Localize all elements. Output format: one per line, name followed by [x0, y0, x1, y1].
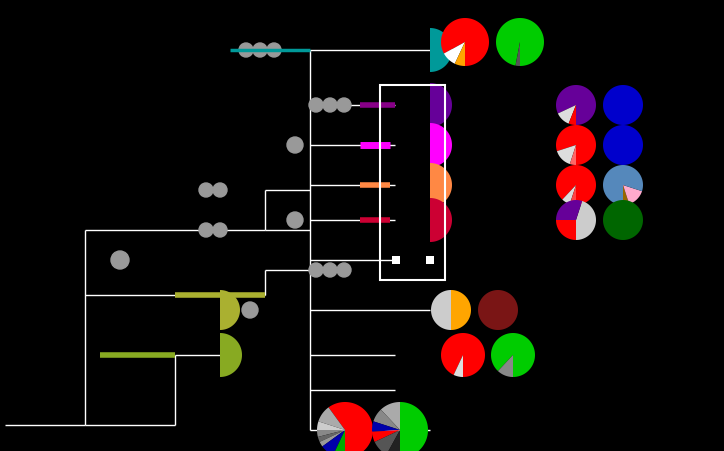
Polygon shape	[322, 430, 345, 451]
Polygon shape	[576, 201, 596, 240]
Polygon shape	[430, 123, 452, 167]
Polygon shape	[455, 42, 465, 66]
Polygon shape	[317, 421, 345, 430]
Polygon shape	[623, 185, 642, 204]
Polygon shape	[556, 200, 582, 220]
Polygon shape	[454, 355, 463, 377]
Circle shape	[213, 223, 227, 237]
Polygon shape	[317, 430, 345, 437]
Polygon shape	[444, 42, 465, 64]
Polygon shape	[441, 333, 485, 377]
Polygon shape	[558, 105, 576, 124]
Circle shape	[242, 302, 258, 318]
Circle shape	[337, 98, 351, 112]
Polygon shape	[374, 410, 400, 430]
Bar	[392, 256, 400, 264]
Polygon shape	[556, 165, 596, 205]
Polygon shape	[491, 333, 535, 377]
Circle shape	[213, 183, 227, 197]
Polygon shape	[329, 402, 373, 451]
Polygon shape	[333, 430, 345, 451]
Polygon shape	[603, 85, 643, 125]
Polygon shape	[430, 28, 452, 72]
Polygon shape	[570, 145, 576, 165]
Bar	[426, 256, 434, 264]
Polygon shape	[320, 430, 345, 446]
Polygon shape	[430, 198, 452, 242]
Circle shape	[253, 43, 267, 57]
Polygon shape	[570, 185, 576, 205]
Circle shape	[323, 263, 337, 277]
Circle shape	[287, 137, 303, 153]
Polygon shape	[374, 430, 400, 451]
Polygon shape	[603, 165, 643, 205]
Polygon shape	[603, 200, 643, 240]
Polygon shape	[568, 105, 576, 125]
Polygon shape	[556, 220, 576, 240]
Polygon shape	[318, 430, 345, 442]
Polygon shape	[387, 430, 400, 451]
Circle shape	[239, 43, 253, 57]
Polygon shape	[430, 163, 452, 207]
Polygon shape	[220, 333, 242, 377]
Polygon shape	[563, 185, 576, 204]
Polygon shape	[557, 145, 576, 164]
Polygon shape	[478, 290, 518, 330]
Polygon shape	[430, 83, 452, 127]
Polygon shape	[496, 18, 544, 66]
Polygon shape	[381, 402, 400, 430]
Circle shape	[309, 98, 323, 112]
Circle shape	[309, 263, 323, 277]
Polygon shape	[603, 125, 643, 165]
Polygon shape	[372, 430, 400, 442]
Polygon shape	[623, 185, 629, 205]
Polygon shape	[400, 402, 428, 451]
Circle shape	[337, 263, 351, 277]
Polygon shape	[451, 290, 471, 330]
Polygon shape	[441, 18, 489, 66]
Polygon shape	[319, 407, 345, 430]
Polygon shape	[556, 85, 596, 125]
Polygon shape	[515, 42, 520, 66]
Polygon shape	[220, 290, 240, 330]
Polygon shape	[431, 290, 451, 330]
Circle shape	[267, 43, 281, 57]
Circle shape	[199, 223, 213, 237]
Circle shape	[323, 98, 337, 112]
Polygon shape	[372, 421, 400, 432]
Bar	[380, 85, 445, 280]
Circle shape	[111, 251, 129, 269]
Polygon shape	[498, 355, 513, 377]
Circle shape	[199, 183, 213, 197]
Circle shape	[287, 212, 303, 228]
Polygon shape	[556, 125, 596, 165]
